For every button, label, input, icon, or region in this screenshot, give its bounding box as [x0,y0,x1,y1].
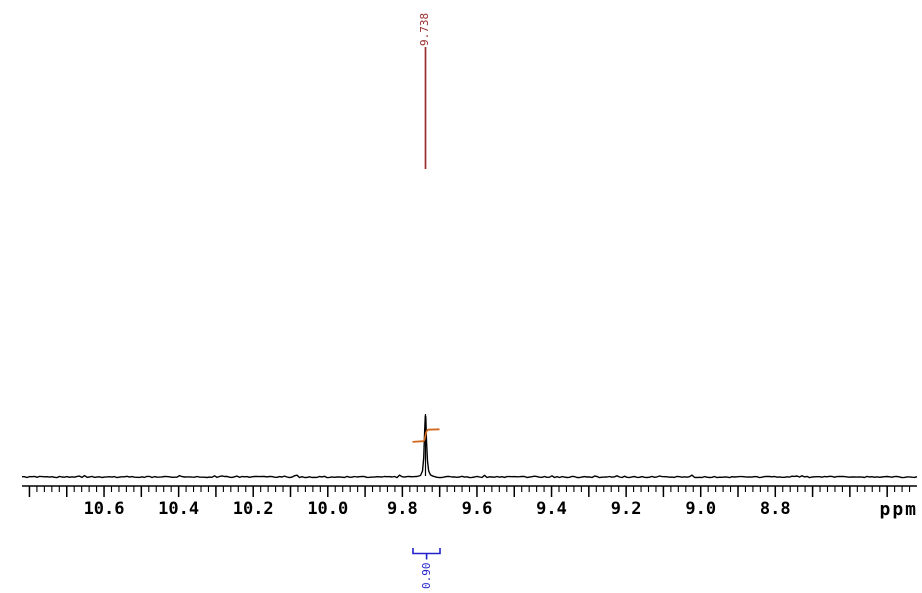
x-axis-tick-label: 9.0 [685,499,716,519]
axis-unit-label: ppm [879,499,918,520]
x-axis-tick-label: 9.4 [536,499,567,519]
x-axis-tick-label: 9.6 [462,499,493,519]
integral-value-label: 0.90 [419,562,433,590]
integral-curve [412,428,440,443]
x-axis-tick-label: 9.2 [611,499,642,519]
x-axis-tick-label: 10.2 [233,499,274,519]
spectrum-trace [22,415,918,479]
x-axis-tick-label: 9.8 [387,499,418,519]
x-axis-tick-label: 10.4 [158,499,199,519]
peak-ppm-label: 9.738 [418,12,432,46]
x-axis-tick-label: 8.8 [760,499,791,519]
integral-bracket [412,548,441,560]
x-axis-tick-label: 10.0 [307,499,348,519]
x-axis-tick-label: 10.6 [84,499,125,519]
